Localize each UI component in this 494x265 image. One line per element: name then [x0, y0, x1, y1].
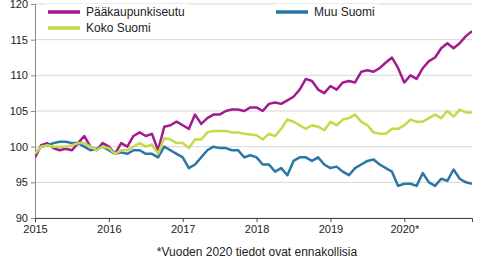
plot: 9095100105110115120201520162017201820192… [10, 0, 473, 235]
tick-mark [183, 218, 184, 222]
legend-label: Koko Suomi [86, 21, 151, 35]
tick-mark [31, 40, 35, 41]
grid-line [35, 39, 472, 40]
tick-mark [31, 147, 35, 148]
tick: 120 [10, 0, 35, 10]
tick-label: 110 [10, 69, 28, 81]
tick: 2016 [97, 218, 121, 235]
tick-mark [31, 75, 35, 76]
legend-background [274, 4, 379, 19]
tick-mark [31, 4, 35, 5]
tick: 2018 [245, 218, 269, 235]
y-axis: 9095100105110115120 [10, 0, 36, 224]
legend: Pääkaupunkiseutu Muu Suomi Koko Suomi [46, 4, 379, 35]
tick-label: 105 [10, 105, 28, 117]
tick: 115 [10, 34, 35, 46]
tick-label: 120 [10, 0, 28, 10]
lines [35, 31, 472, 186]
axis-line [31, 5, 36, 219]
tick-label: 2016 [97, 223, 121, 235]
series-line [35, 31, 472, 157]
legend-item: Koko Suomi [46, 20, 155, 35]
legend-swatch [48, 26, 80, 30]
tick-label: 100 [10, 141, 28, 153]
tick-mark [31, 182, 35, 183]
grid-line [35, 75, 472, 76]
legend-background [46, 4, 189, 19]
chart: 9095100105110115120201520162017201820192… [0, 0, 494, 265]
legend-label: Muu Suomi [314, 5, 375, 19]
tick-mark [257, 218, 258, 222]
grid [35, 4, 472, 218]
legend-item: Muu Suomi [274, 4, 379, 19]
grid-line [35, 111, 472, 112]
tick-mark [109, 218, 110, 222]
x-axis: 2015 2016 2017 2018 2019 2020* [23, 218, 472, 235]
tick-label: 2015 [23, 223, 47, 235]
tick: 2019 [319, 218, 343, 235]
tick: 2017 [171, 218, 195, 235]
legend-label: Pääkaupunkiseutu [86, 5, 185, 19]
tick-mark [31, 111, 35, 112]
axis-line [36, 219, 473, 223]
tick: 95 [16, 176, 35, 188]
tick: 100 [10, 141, 35, 153]
annotation: *Vuoden 2020 tiedot ovat ennakollisia [157, 245, 358, 259]
tick-label: 95 [16, 176, 28, 188]
tick-label: 2018 [245, 223, 269, 235]
tick: 110 [10, 69, 35, 81]
tick: 105 [10, 105, 35, 117]
tick-mark [31, 218, 35, 219]
tick-mark [35, 218, 36, 222]
tick-label: 2020* [390, 223, 419, 235]
tick-label: 115 [10, 34, 28, 46]
tick: 2020* [390, 218, 419, 235]
legend-swatch [48, 10, 80, 14]
tick-label: 2017 [171, 223, 195, 235]
tick-label: 2019 [319, 223, 343, 235]
legend-background [46, 20, 155, 35]
tick-mark [330, 218, 331, 222]
legend-swatch [276, 10, 308, 14]
tick-mark [404, 218, 405, 222]
legend-item: Pääkaupunkiseutu [46, 4, 189, 19]
tick: 2015 [23, 218, 47, 235]
series-line [35, 110, 472, 154]
